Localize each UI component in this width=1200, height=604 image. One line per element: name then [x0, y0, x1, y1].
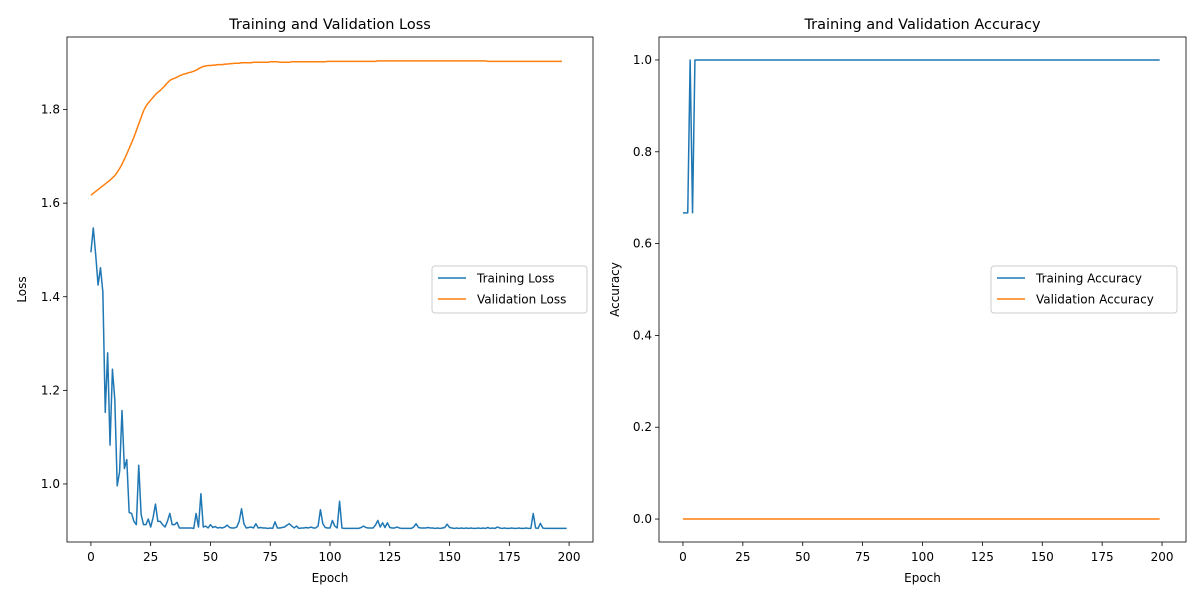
y-tick-label: 1.8 — [41, 103, 60, 117]
y-axis-label: Accuracy — [608, 262, 622, 317]
chart-title: Training and Validation Accuracy — [803, 17, 1041, 33]
legend: Training Accuracy Validation Accuracy — [990, 265, 1178, 314]
y-tick-label: 0.4 — [633, 328, 652, 342]
y-tick-label: 1.2 — [41, 383, 60, 397]
legend-label: Validation Accuracy — [1036, 293, 1154, 307]
x-tick-label: 25 — [143, 550, 158, 564]
legend: Training Loss Validation Loss — [431, 265, 588, 314]
x-tick-label: 75 — [855, 550, 870, 564]
x-tick-label: 125 — [378, 550, 401, 564]
x-tick-label: 150 — [1031, 550, 1054, 564]
x-tick-label: 100 — [911, 550, 934, 564]
y-tick-label: 0.0 — [633, 512, 652, 526]
x-tick-label: 50 — [795, 550, 810, 564]
training-accuracy-line — [682, 59, 1160, 214]
x-tick-label: 175 — [1091, 550, 1114, 564]
x-tick-label: 0 — [87, 550, 95, 564]
y-tick-label: 1.0 — [41, 477, 60, 491]
x-tick-label: 25 — [735, 550, 750, 564]
x-tick-label: 175 — [498, 550, 521, 564]
y-tick-label: 1.4 — [41, 290, 60, 304]
y-axis-label: Loss — [15, 276, 29, 302]
legend-label: Training Accuracy — [1035, 272, 1142, 286]
accuracy-chart: 0 25 50 75 100 125 150 175 200 0.0 0.2 0.4 0.6 0.8 1.0… — [608, 17, 1187, 585]
chart-title: Training and Validation Loss — [228, 17, 431, 33]
y-tick-label: 0.2 — [633, 420, 652, 434]
x-tick-label: 50 — [203, 550, 218, 564]
legend-label: Training Loss — [476, 272, 554, 286]
loss-chart: 0 25 50 75 100 125 150 175 200 1.0 1.2 1.4 1.6 1.8 Tra… — [15, 17, 594, 585]
x-tick-label: 200 — [558, 550, 581, 564]
x-tick-label: 75 — [263, 550, 278, 564]
validation-loss-line — [90, 60, 562, 196]
x-tick-label: 150 — [438, 550, 461, 564]
training-loss-line — [90, 227, 567, 530]
x-axis-label: Epoch — [312, 571, 349, 585]
legend-label: Validation Loss — [477, 293, 566, 307]
y-tick-label: 0.8 — [633, 145, 652, 159]
x-tick-label: 100 — [319, 550, 342, 564]
x-tick-label: 200 — [1151, 550, 1174, 564]
y-tick-label: 1.0 — [633, 53, 652, 67]
legend-box — [990, 265, 1178, 314]
x-tick-label: 125 — [971, 550, 994, 564]
y-tick-label: 0.6 — [633, 237, 652, 251]
y-tick-label: 1.6 — [41, 196, 60, 210]
x-axis-label: Epoch — [904, 571, 941, 585]
x-tick-label: 0 — [679, 550, 687, 564]
legend-box — [431, 265, 588, 314]
